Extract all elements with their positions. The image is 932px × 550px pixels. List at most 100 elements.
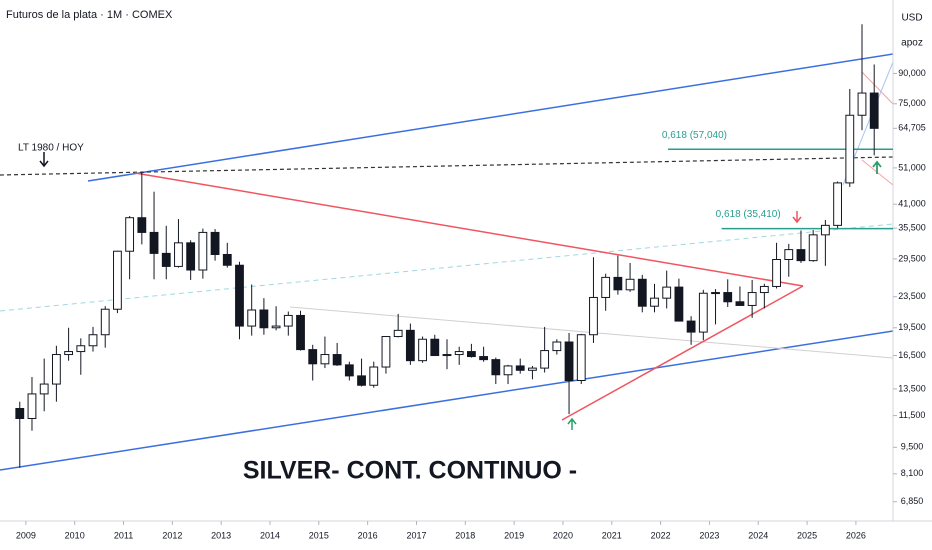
watermark: SILVER- CONT. CONTINUO - (243, 457, 577, 485)
x-tick-label: 2026 (846, 530, 866, 540)
x-tick-label: 2011 (114, 530, 133, 540)
y-tick-label: 29,500 (898, 253, 926, 263)
candle-body (576, 334, 586, 382)
candle-body (698, 292, 708, 333)
y-tick-label: 13,500 (898, 383, 926, 393)
candle-body (528, 367, 537, 371)
candle-body (454, 351, 464, 356)
candle-body (735, 301, 745, 306)
y-tick-label: 9,500 (901, 442, 924, 452)
candle-body (503, 365, 513, 376)
x-tick-label: 2021 (602, 530, 622, 540)
y-tick-label: 64,705 (898, 123, 926, 133)
lower-channel (0, 330, 894, 471)
x-tick-label: 2023 (699, 530, 719, 540)
candle-body (589, 296, 598, 336)
candle-body (405, 329, 415, 362)
candle-body (247, 309, 257, 327)
candle-body (418, 338, 427, 362)
x-tick-label: 2019 (504, 530, 524, 540)
x-tick-label: 2024 (748, 530, 768, 540)
candle-body (100, 308, 110, 336)
candle-body (357, 375, 366, 386)
candle-body (796, 249, 806, 262)
x-tick-label: 2020 (553, 530, 573, 540)
candle-body (759, 285, 769, 294)
triangle-lower (561, 285, 804, 421)
x-tick-label: 2014 (260, 530, 280, 540)
candle-body (344, 364, 354, 377)
candle-body (113, 250, 122, 310)
candle-body (466, 351, 476, 358)
arrow-up (872, 160, 882, 174)
candle-body (723, 292, 733, 303)
candle-body (222, 253, 232, 266)
candle-body (235, 264, 244, 327)
candle-body (491, 359, 501, 376)
candle-body (564, 341, 574, 382)
x-tick-label: 2013 (211, 530, 231, 540)
candle-body (772, 258, 781, 287)
x-tick-label: 2025 (797, 530, 817, 540)
x-tick-label: 2018 (455, 530, 475, 540)
x-tick-label: 2017 (406, 530, 426, 540)
candle-body (662, 286, 672, 299)
candle-body (161, 252, 171, 267)
candle-body (686, 320, 696, 333)
y-tick-label: 35,500 (898, 223, 926, 233)
currency: USD (901, 13, 922, 24)
arrow-down (39, 152, 49, 168)
y-tick-label: 8,100 (901, 468, 924, 478)
candle-body (320, 354, 330, 365)
candle-body (186, 242, 196, 271)
y-tick-label: 11,500 (899, 410, 926, 420)
candle-body (515, 365, 525, 371)
y-tick-label: 51,000 (898, 162, 926, 172)
candle-body (833, 182, 842, 226)
candle-body (198, 231, 208, 271)
y-tick-label: 41,000 (898, 199, 926, 209)
arrow-down (792, 211, 802, 224)
x-tick-label: 2016 (358, 530, 378, 540)
candle-body (430, 338, 440, 357)
candle-body (137, 217, 147, 233)
candle-body (637, 278, 647, 307)
candle-body (674, 286, 684, 322)
x-tick-label: 2022 (651, 530, 671, 540)
candle-body (39, 383, 49, 395)
x-tick-label: 2009 (16, 530, 36, 540)
candle-body (820, 224, 830, 236)
long-term-line (0, 156, 894, 176)
candle-body (601, 276, 611, 298)
candle-body (479, 356, 489, 361)
candle-body (650, 297, 659, 307)
candle-body (711, 292, 720, 295)
y-tick-label: 23,500 (898, 291, 926, 301)
candle-body (283, 314, 293, 327)
chart-title: Futuros de la plata · 1M · COMEX (6, 9, 173, 21)
candle-body (308, 349, 318, 365)
x-tick-label: 2015 (309, 530, 329, 540)
candle-body (808, 234, 818, 262)
candle-body (51, 354, 61, 385)
candle-body (259, 309, 269, 329)
red-right-line (861, 71, 894, 105)
cyan-dashed-line (0, 223, 894, 312)
y-tick-label: 75,000 (898, 98, 926, 108)
candle-body (210, 231, 220, 255)
candle-body (381, 336, 391, 368)
y-tick-label: 90,000 (898, 68, 926, 78)
fib-label: 0,618 (57,040) (662, 130, 727, 141)
candle-body (271, 325, 281, 329)
candle-body (784, 249, 794, 260)
candle-body (88, 334, 98, 347)
candle-body (64, 351, 74, 356)
x-tick-label: 2012 (162, 530, 182, 540)
annotation: LT 1980 / HOY (18, 143, 84, 154)
arrow-up (567, 417, 577, 430)
fib-label: 0,618 (35,410) (716, 209, 781, 220)
candle-body (369, 366, 379, 386)
y-tick-label: 19,500 (898, 322, 926, 332)
candle-body (27, 393, 37, 419)
